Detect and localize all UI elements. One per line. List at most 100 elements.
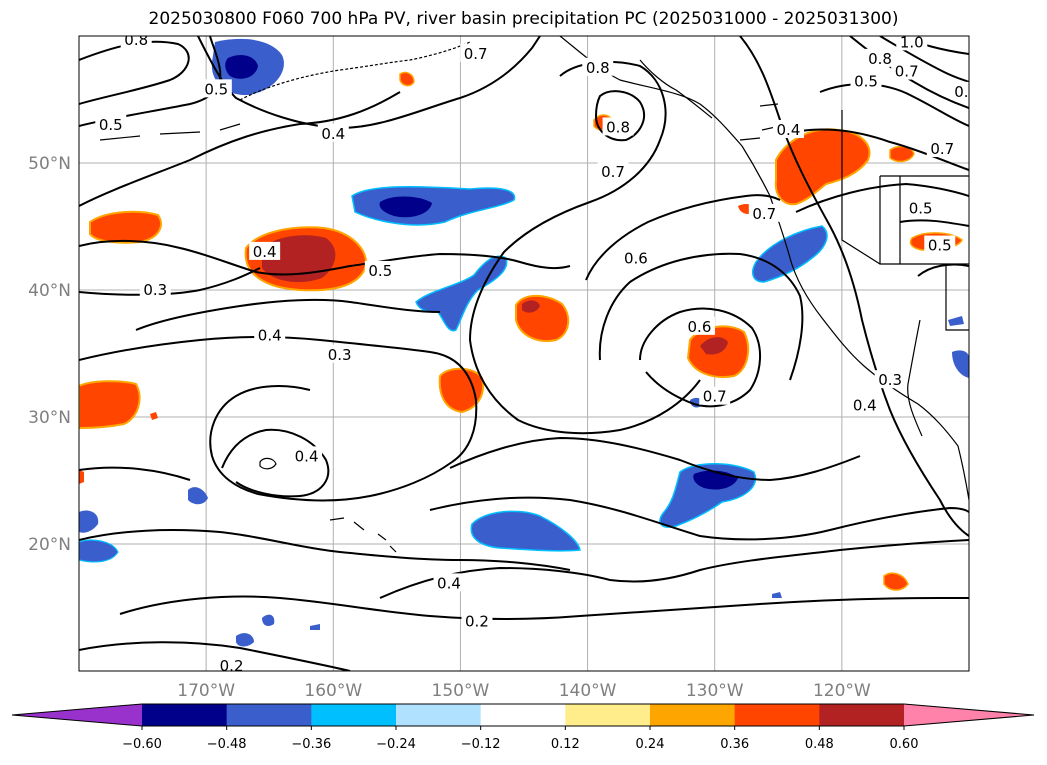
positive-anomaly-area — [79, 470, 84, 484]
negative-anomaly-area — [751, 225, 828, 283]
negative-anomaly-area — [952, 350, 969, 378]
contour-label: 0.5 — [99, 116, 123, 134]
contour-label: 1.0 — [900, 33, 924, 51]
contour-label-background — [602, 117, 634, 136]
colorbar-tick-label: −0.24 — [376, 737, 416, 752]
colorbar-tick-label: −0.48 — [207, 737, 247, 752]
contour-label-background — [772, 119, 804, 138]
colorbar-tick-label: 0.48 — [805, 737, 834, 752]
contour-label: 0.5 — [928, 237, 952, 255]
negative-anomaly-area — [262, 614, 275, 626]
positive-anomaly-core — [262, 235, 336, 283]
colorbar-extend-min — [12, 704, 142, 726]
contour-label: 0.4 — [321, 125, 345, 143]
latitude-labels: 50°N 40°N 30°N 20°N — [28, 154, 71, 555]
contour-label: 0.6 — [624, 249, 648, 267]
contour-label: 0.3 — [143, 281, 167, 299]
negative-anomaly-area — [188, 487, 208, 505]
contour-label: 0.4 — [777, 121, 801, 139]
contour-label-background — [891, 61, 923, 80]
positive-anomaly-area — [79, 380, 141, 429]
negative-anomaly-area — [236, 633, 254, 647]
contour-labels: 0.80.50.50.40.70.80.80.70.41.00.80.70.50… — [95, 31, 969, 675]
colorbar-tick-label: 0.36 — [720, 737, 749, 752]
contour-label: 0.7 — [464, 45, 488, 63]
colorbar-segment — [396, 704, 482, 726]
contour-label-background — [216, 655, 248, 671]
positive-anomaly-area — [438, 367, 484, 414]
colorbar-segment — [480, 704, 566, 726]
colorbar-tick-label: −0.12 — [461, 737, 501, 752]
contour-label-background — [864, 48, 896, 67]
longitude-label: 150°W — [432, 681, 490, 701]
pv-contours — [79, 36, 969, 671]
colorbar-segment — [734, 704, 820, 726]
map-title: 2025030800 F060 700 hPa PV, river basin … — [148, 9, 899, 29]
negative-anomaly-area — [470, 510, 581, 552]
colorbar-tick-label: 0.24 — [636, 737, 665, 752]
contour-label-background — [896, 36, 928, 51]
contour-label-background — [597, 161, 629, 180]
colorbar-tick-label: −0.60 — [122, 737, 162, 752]
contour-label: 0.3 — [328, 346, 352, 364]
contour-label-background — [291, 446, 323, 465]
colorbar-tick-label: 0.60 — [890, 737, 919, 752]
longitude-label: 120°W — [813, 681, 871, 701]
latitude-label: 20°N — [28, 535, 71, 555]
contour-label: 0.4 — [853, 397, 877, 415]
negative-anomaly-core — [379, 196, 432, 218]
colorbar-segment — [565, 704, 651, 726]
positive-anomaly-area — [399, 71, 415, 87]
negative-anomaly-area — [772, 592, 782, 598]
contour-label-background — [139, 280, 171, 298]
colorbar-segment — [142, 704, 228, 726]
colorbar-segment — [311, 704, 397, 726]
contour-label: 0.4 — [295, 447, 319, 465]
contour-label-background — [748, 203, 780, 222]
latitude-label: 50°N — [28, 154, 71, 174]
positive-anomaly-area — [150, 412, 158, 420]
positive-anomaly-area — [889, 145, 915, 163]
contour-label: 0.8 — [124, 31, 148, 49]
longitude-label: 140°W — [559, 681, 617, 701]
contour-label: 0.8 — [868, 50, 892, 68]
contour-label-background — [905, 198, 937, 217]
contour-label-background — [699, 386, 731, 405]
latitude-label: 30°N — [28, 408, 71, 428]
positive-anomaly-area — [883, 572, 909, 591]
contour-label-background — [950, 81, 969, 100]
contour-label-background — [120, 36, 152, 48]
contour-label: 0.6 — [688, 318, 712, 336]
map-frame — [78, 35, 970, 672]
negative-anomaly-area — [79, 539, 119, 563]
contour-label: 0.7 — [752, 205, 776, 223]
contour-label-background — [874, 370, 906, 389]
contour-label-background — [95, 114, 127, 133]
contour-label-background — [249, 241, 281, 260]
contour-label-background — [317, 123, 349, 142]
negative-anomaly-area — [79, 510, 99, 533]
contour-label-background — [926, 139, 958, 158]
contour-label-background — [254, 325, 286, 344]
contour-label: 0.2 — [220, 657, 244, 675]
positive-anomaly-core — [700, 337, 728, 355]
longitude-label: 130°W — [686, 681, 744, 701]
contour-label-background — [460, 43, 492, 62]
contour-label: 0.7 — [930, 140, 954, 158]
longitude-labels: 170°W 160°W 150°W 140°W 130°W 120°W — [177, 681, 871, 701]
latitude-label: 40°N — [28, 281, 71, 301]
contour-label-background — [850, 71, 882, 90]
contour-label: 0.5 — [909, 200, 933, 218]
contour-label-background — [200, 79, 232, 98]
contour-label: 0.4 — [258, 327, 282, 345]
colorbar-tick-label: 0.12 — [551, 737, 580, 752]
longitude-label: 160°W — [304, 681, 362, 701]
contour-label: 0.7 — [703, 388, 727, 406]
contour-label-background — [364, 260, 396, 279]
contour-label-background — [324, 344, 356, 363]
contour-label-background — [433, 573, 465, 592]
negative-anomaly-area — [948, 316, 964, 326]
contour-label: 0.8 — [586, 59, 610, 77]
longitude-label: 170°W — [177, 681, 235, 701]
